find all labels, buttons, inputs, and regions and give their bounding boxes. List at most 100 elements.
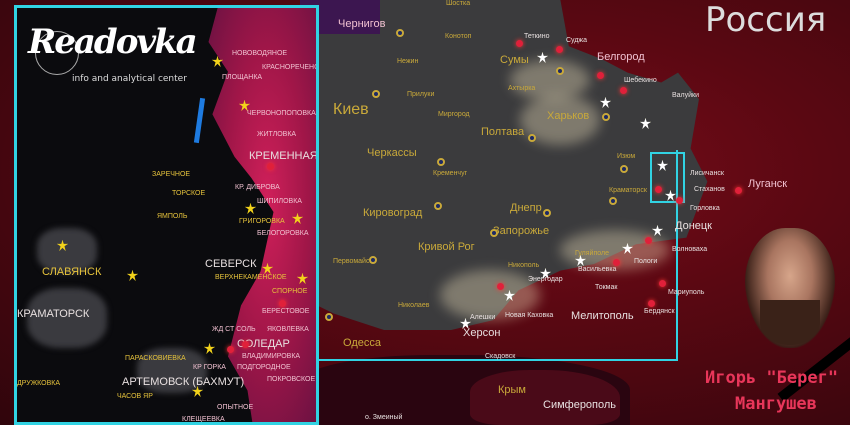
place-label: Мариуполь	[668, 289, 705, 296]
place-label: Стаханов	[694, 186, 725, 193]
place-label: Энергодар	[528, 276, 563, 283]
city-marker-icon	[528, 134, 536, 142]
explosion-icon	[622, 243, 633, 254]
place-label: Симферополь	[543, 399, 617, 411]
place-label: Сумы	[500, 54, 529, 66]
place-label: Новая Каховка	[505, 312, 554, 319]
place-label: Прилуки	[407, 91, 435, 98]
place-label: Нежин	[397, 58, 419, 65]
place-label: ЯКОВЛЕВКА	[267, 326, 309, 333]
place-label: Одесса	[343, 337, 381, 349]
place-label: ЧАСОВ ЯР	[117, 393, 153, 400]
place-label: СЕВЕРСК	[205, 258, 257, 270]
place-label: Скадовск	[485, 353, 516, 360]
place-label: Теткино	[524, 33, 550, 40]
crimea-territory	[470, 370, 620, 425]
explosion-icon	[537, 52, 548, 63]
city-area	[137, 348, 207, 393]
occupied-city-marker-icon	[648, 300, 655, 307]
explosion-icon	[665, 190, 676, 201]
place-label: КРЕМЕННАЯ	[249, 150, 318, 162]
occupied-city-marker-icon	[267, 163, 274, 170]
explosion-icon	[245, 203, 256, 214]
place-label: Валуйки	[672, 92, 700, 99]
occupied-city-marker-icon	[556, 46, 563, 53]
explosion-icon	[652, 225, 663, 236]
place-label: Суджа	[566, 37, 587, 44]
explosion-icon	[504, 290, 515, 301]
place-label: Николаев	[398, 302, 430, 309]
place-label: ДРУЖКОВКА	[17, 380, 61, 387]
city-marker-icon	[490, 229, 498, 237]
place-label: Черкассы	[367, 147, 417, 159]
place-label: ВЕРХНЕКАМЕНСКОЕ	[215, 274, 287, 281]
place-label: ГРИГОРОВКА	[239, 218, 285, 225]
front-glow	[440, 270, 540, 320]
occupied-city-marker-icon	[227, 346, 234, 353]
occupied-city-marker-icon	[613, 259, 620, 266]
explosion-icon	[262, 263, 273, 274]
city-area	[37, 228, 97, 273]
place-label: Волноваха	[672, 246, 708, 253]
place-label: Никополь	[508, 262, 540, 269]
logo-ring	[35, 31, 79, 75]
occupied-city-marker-icon	[655, 186, 662, 193]
occupied-city-marker-icon	[620, 87, 627, 94]
place-label: ЯМПОЛЬ	[157, 213, 188, 220]
explosion-icon	[540, 268, 551, 279]
explosion-icon	[657, 160, 668, 171]
occupied-city-marker-icon	[597, 72, 604, 79]
city-marker-icon	[372, 90, 380, 98]
place-label: Шостка	[446, 0, 471, 7]
place-label: Крым	[498, 384, 526, 396]
city-marker-icon	[434, 202, 442, 210]
city-marker-icon	[437, 158, 445, 166]
place-label: ЖИТЛОВКА	[257, 131, 297, 138]
person-name-line2: Мангушев	[735, 394, 817, 414]
place-label: КРАМАТОРСК	[17, 308, 90, 320]
place-label: Чернигов	[338, 18, 386, 30]
place-label: Белгород	[597, 51, 645, 63]
occupied-city-marker-icon	[676, 197, 683, 204]
place-label: Донецк	[675, 220, 712, 232]
main-zone-frame	[315, 150, 678, 361]
place-label: Гуляйполе	[575, 250, 609, 257]
explosion-icon	[212, 56, 223, 67]
place-label: СЛАВЯНСК	[42, 266, 102, 278]
place-label: Пологи	[634, 258, 658, 265]
explosion-icon	[575, 255, 586, 266]
explosion-icon	[292, 213, 303, 224]
place-label: Ахтырка	[508, 85, 536, 92]
person-portrait-beard	[760, 300, 820, 345]
place-label: АРТЕМОВСК (БАХМУТ)	[122, 376, 245, 388]
explosion-icon	[460, 318, 471, 329]
place-label: ПАРАСКОВИЕВКА	[125, 355, 186, 362]
city-area	[27, 288, 107, 348]
place-label: ЧЕРВОНОПОПОВКА	[247, 110, 316, 117]
place-label: Херсон	[463, 327, 501, 339]
readovka-logo: Readovka	[28, 22, 198, 62]
place-label: ПОКРОВСКОЕ	[267, 376, 316, 383]
explosion-icon	[297, 273, 308, 284]
place-label: ШИПИЛОВКА	[257, 198, 302, 205]
city-marker-icon	[602, 113, 610, 121]
inset-map[interactable]: КРЕМЕННАЯ СОЛЕДАР АРТЕМОВСК (БАХМУТ) СЕВЕРС…	[14, 5, 319, 425]
place-label: Горловка	[690, 205, 720, 212]
city-marker-icon	[620, 165, 628, 173]
place-label: БЕРЕСТОВОЕ	[262, 308, 310, 315]
place-label: о. Змеиный	[365, 414, 403, 421]
city-marker-icon	[325, 313, 333, 321]
place-label: Изюм	[617, 153, 636, 160]
place-label: ПЛОЩАНКА	[222, 74, 263, 81]
place-label: СПОРНОЕ	[272, 288, 308, 295]
city-marker-icon	[543, 209, 551, 217]
place-label: Алешки	[470, 314, 496, 321]
occupied-city-marker-icon	[645, 237, 652, 244]
place-label: БЕЛОГОРОВКА	[257, 230, 309, 237]
place-label: Луганск	[748, 178, 788, 190]
place-label: Миргород	[438, 111, 470, 118]
place-label: Запорожье	[493, 225, 550, 237]
place-label: ТОРСКОЕ	[172, 190, 206, 197]
city-marker-icon	[556, 67, 564, 75]
